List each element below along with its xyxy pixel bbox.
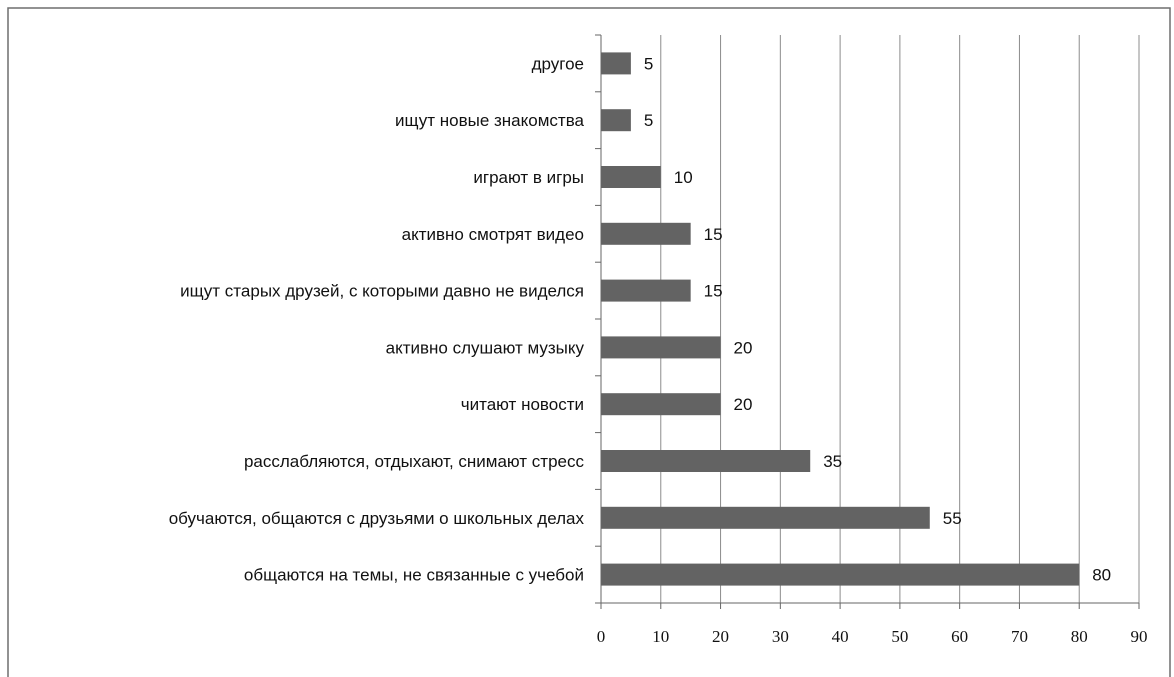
- x-tick-label: 90: [1131, 627, 1148, 646]
- category-label: активно слушают музыку: [386, 338, 585, 357]
- bar: [601, 222, 691, 245]
- x-tick-label: 80: [1071, 627, 1088, 646]
- category-label: активно смотрят видео: [402, 225, 584, 244]
- category-label: другое: [532, 54, 584, 73]
- category-label: ищут старых друзей, с которыми давно не …: [180, 282, 584, 301]
- category-label: играют в игры: [473, 168, 584, 187]
- category-label: расслабляются, отдыхают, снимают стресс: [244, 452, 585, 471]
- category-label: читают новости: [461, 395, 584, 414]
- data-label: 35: [823, 452, 842, 471]
- gridlines: [660, 35, 1140, 603]
- x-tick-label: 50: [891, 627, 908, 646]
- bar: [601, 109, 631, 132]
- data-label: 10: [674, 168, 693, 187]
- x-tick-label: 10: [652, 627, 669, 646]
- bar: [601, 166, 661, 188]
- data-label: 55: [943, 509, 962, 528]
- data-label: 15: [704, 282, 723, 301]
- category-label: общаются на темы, не связанные с учебой: [244, 566, 584, 585]
- bar: [601, 450, 811, 472]
- x-tick-label: 0: [597, 627, 606, 646]
- data-label: 20: [734, 395, 753, 414]
- x-tick-label: 60: [951, 627, 968, 646]
- bar: [601, 563, 1080, 586]
- bar: [601, 52, 631, 75]
- bars: [601, 52, 1080, 586]
- x-tick-label: 30: [772, 627, 789, 646]
- category-label: обучаются, общаются с друзьями о школьны…: [169, 509, 585, 528]
- axes: [595, 34, 1140, 609]
- data-label: 20: [734, 338, 753, 357]
- bar: [601, 336, 721, 359]
- x-tick-label: 40: [832, 627, 849, 646]
- x-tick-label: 70: [1011, 627, 1028, 646]
- x-tick-label: 20: [712, 627, 729, 646]
- bar: [601, 393, 721, 416]
- bar: [601, 506, 930, 529]
- bar: [601, 279, 691, 302]
- data-label: 15: [704, 225, 723, 244]
- category-label: ищут новые знакомства: [395, 111, 584, 130]
- labels: 0 10 20 30 40 50 60 70 80 90 общаются на темы, не …: [169, 54, 1148, 646]
- data-label: 5: [644, 111, 653, 130]
- data-label: 80: [1092, 566, 1111, 585]
- data-label: 5: [644, 54, 653, 73]
